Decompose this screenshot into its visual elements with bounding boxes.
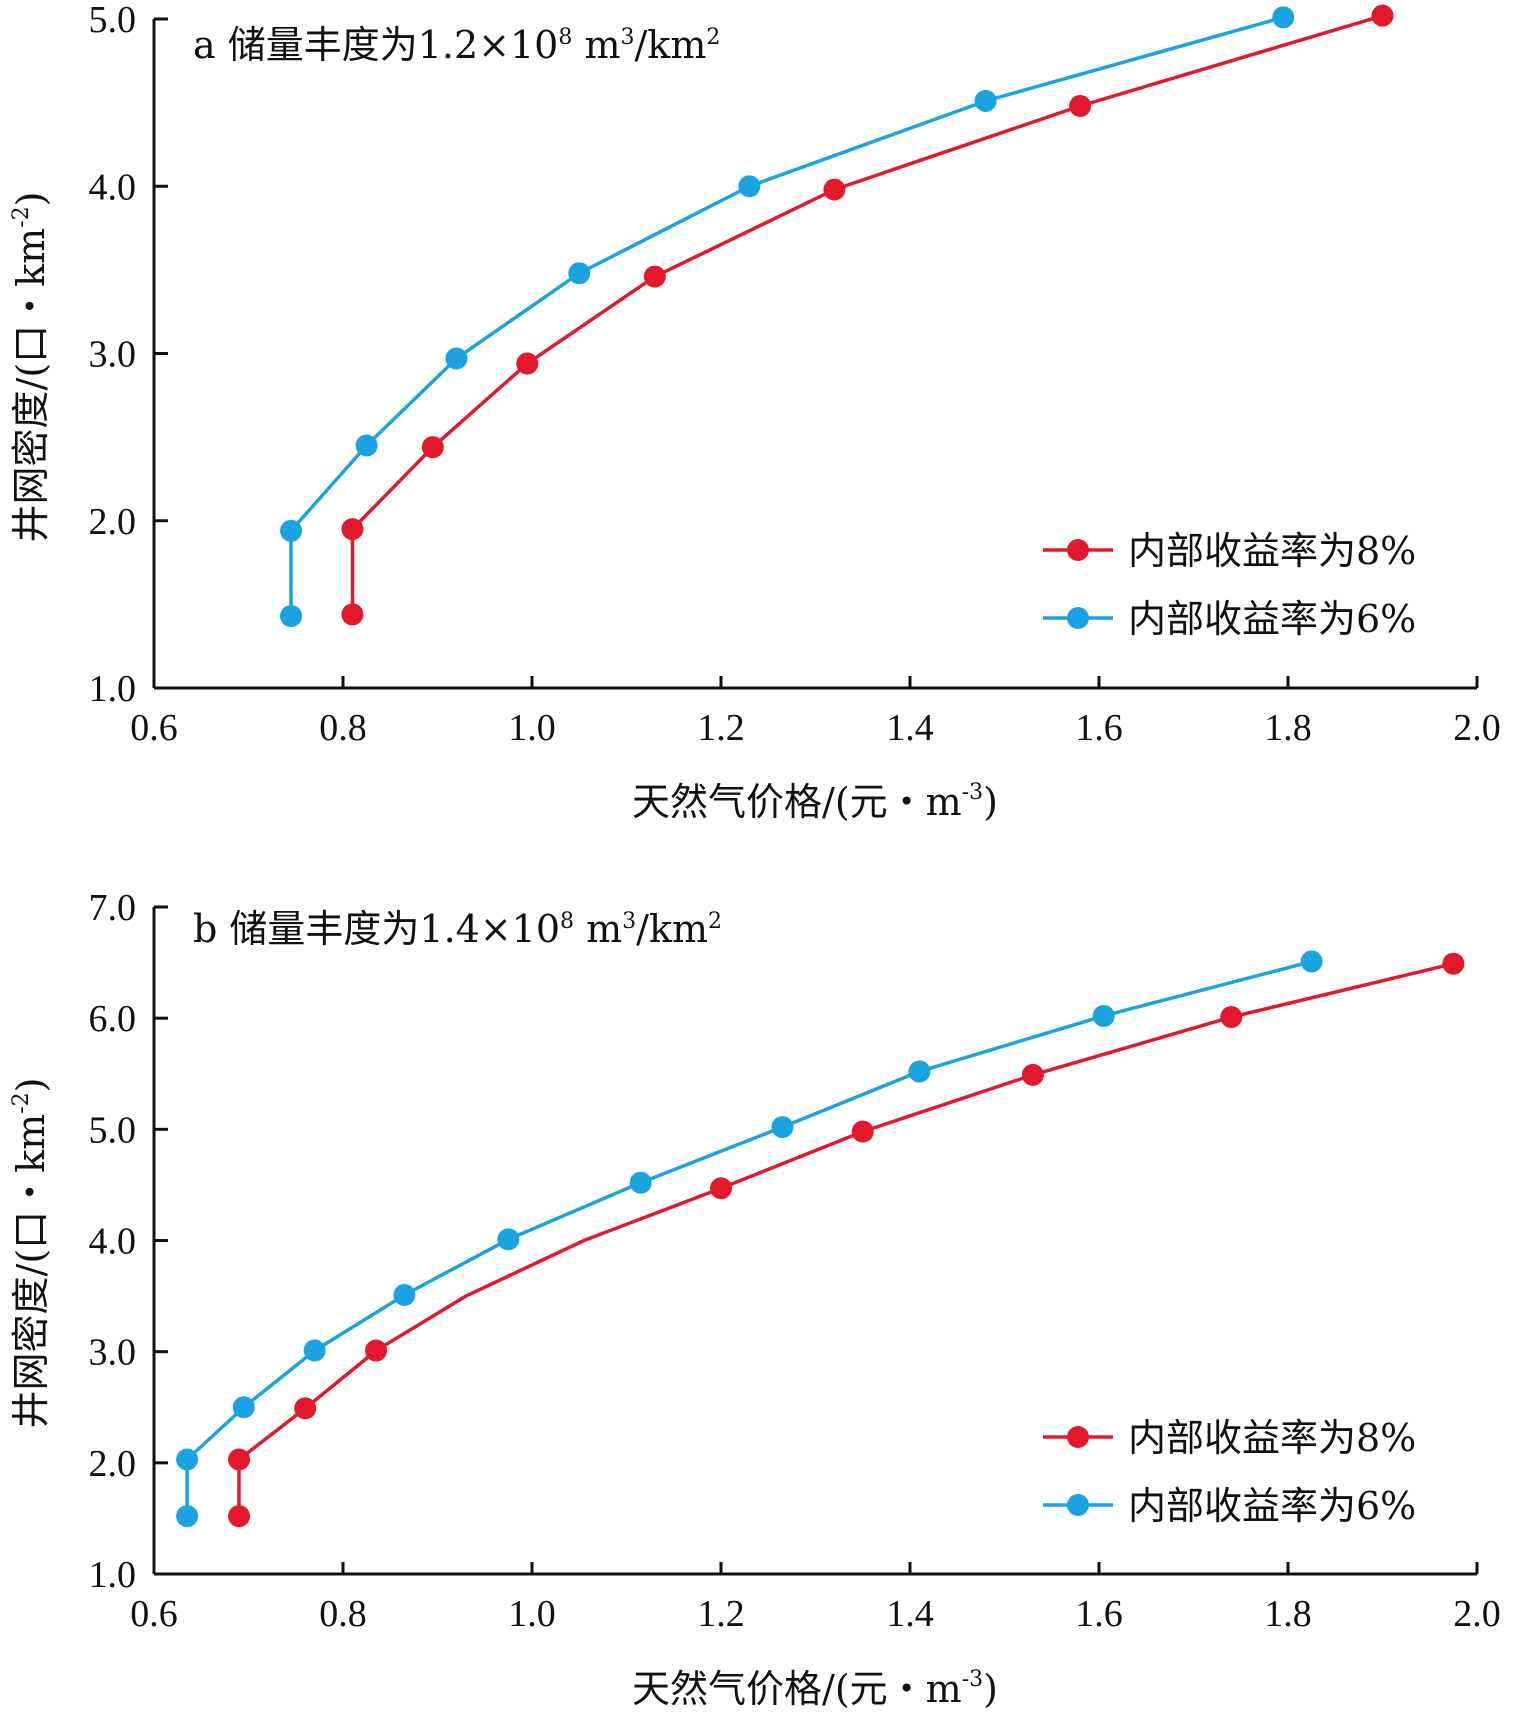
y-axis-title-a: 井网密度/(口・km-2) <box>9 192 53 543</box>
axes-b: 0.6 0.8 1.0 1.2 1.4 1.6 1.8 2.0 1.0 2.0 3.0 4.0 5.0 6… <box>89 887 1501 1635</box>
data-point <box>294 1397 317 1420</box>
chart-title-b: b 储量丰度为1.4×108 m3/km2 <box>193 907 722 951</box>
data-point <box>851 1120 874 1143</box>
axes-a: 0.6 0.8 1.0 1.2 1.4 1.6 1.8 2.0 1.0 2.0 3.0 4.0 5.0 <box>89 0 1501 749</box>
plot-area-a <box>280 4 1394 628</box>
y-tick-label: 4.0 <box>89 166 137 208</box>
series-line-irr-8 <box>237 961 1454 1517</box>
data-point <box>365 1339 388 1362</box>
data-point <box>445 347 468 370</box>
x-axis-title-b: 天然气价格/(元・m-3) <box>632 1667 998 1711</box>
y-tick-label: 5.0 <box>89 0 137 41</box>
x-tick-label: 1.4 <box>886 1593 934 1635</box>
data-point <box>771 1116 794 1139</box>
data-point <box>280 519 303 542</box>
data-point <box>232 1396 255 1419</box>
data-point <box>1092 1004 1115 1027</box>
data-point <box>1272 6 1295 29</box>
y-tick-label: 3.0 <box>89 334 137 376</box>
data-point <box>393 1283 416 1306</box>
data-point <box>228 1505 251 1528</box>
legend-marker <box>1067 607 1089 629</box>
chart-panel-a: a 储量丰度为1.2×108 m3/km2 0.6 0.8 1.0 1.2 1.4 1.6… <box>9 0 1501 824</box>
series-line-irr-8 <box>350 14 1384 615</box>
x-tick-label: 1.4 <box>886 707 934 749</box>
data-point <box>355 434 378 457</box>
data-point <box>738 175 761 198</box>
legend-marker <box>1067 539 1089 561</box>
data-point <box>1021 1063 1044 1086</box>
data-point <box>421 436 444 459</box>
series-line-irr-6 <box>289 15 1284 617</box>
chart-panel-b: b 储量丰度为1.4×108 m3/km2 0.6 0.8 1.0 1.2 1.4 1.6… <box>9 887 1501 1711</box>
x-tick-label: 0.6 <box>130 707 178 749</box>
x-tick-label: 2.0 <box>1453 707 1501 749</box>
data-point <box>629 1171 652 1194</box>
y-axis-title-b: 井网密度/(口・km-2) <box>9 1078 53 1429</box>
x-tick-label: 1.2 <box>697 1593 745 1635</box>
data-point <box>341 518 364 541</box>
legend-label: 内部收益率为6% <box>1128 597 1416 641</box>
data-point <box>228 1448 251 1471</box>
data-point <box>303 1339 326 1362</box>
data-point <box>568 262 591 285</box>
y-tick-label: 1.0 <box>89 668 137 710</box>
y-tick-label: 7.0 <box>89 887 137 929</box>
x-tick-label: 1.2 <box>697 707 745 749</box>
y-tick-label: 1.0 <box>89 1554 137 1596</box>
legend-label: 内部收益率为8% <box>1128 1416 1416 1460</box>
x-tick-label: 1.0 <box>508 1593 556 1635</box>
data-point <box>341 603 364 626</box>
x-tick-label: 1.6 <box>1075 1593 1123 1635</box>
legend-marker <box>1067 1494 1089 1516</box>
data-point <box>974 89 997 112</box>
data-point <box>497 1228 520 1251</box>
x-tick-label: 0.8 <box>319 707 367 749</box>
x-axis-title-a: 天然气价格/(元・m-3) <box>632 780 998 824</box>
data-point <box>1069 94 1092 117</box>
y-tick-label: 6.0 <box>89 998 137 1040</box>
legend-label: 内部收益率为6% <box>1128 1484 1416 1528</box>
legend-label: 内部收益率为8% <box>1128 529 1416 573</box>
y-tick-label: 4.0 <box>89 1221 137 1263</box>
x-tick-label: 1.6 <box>1075 707 1123 749</box>
data-point <box>176 1448 199 1471</box>
y-tick-label: 5.0 <box>89 1109 137 1151</box>
data-point <box>1371 4 1394 27</box>
chart-title-a: a 储量丰度为1.2×108 m3/km2 <box>193 23 720 67</box>
x-tick-label: 2.0 <box>1453 1593 1501 1635</box>
data-point <box>1442 952 1465 975</box>
legend-marker <box>1067 1426 1089 1448</box>
data-point <box>1300 950 1323 973</box>
y-tick-label: 3.0 <box>89 1332 137 1374</box>
x-tick-label: 1.8 <box>1264 707 1312 749</box>
data-point <box>823 178 846 201</box>
data-point <box>516 352 539 375</box>
legend-a: 内部收益率为8% 内部收益率为6% <box>1043 529 1416 641</box>
x-tick-label: 1.8 <box>1264 1593 1312 1635</box>
data-point <box>280 605 303 628</box>
y-tick-label: 2.0 <box>89 1443 137 1485</box>
x-tick-label: 0.8 <box>319 1593 367 1635</box>
x-tick-label: 0.6 <box>130 1593 178 1635</box>
plot-area-b <box>176 950 1465 1528</box>
data-point <box>710 1177 732 1200</box>
data-point <box>176 1505 199 1528</box>
data-point <box>643 265 666 288</box>
legend-b: 内部收益率为8% 内部收益率为6% <box>1043 1416 1416 1528</box>
y-tick-label: 2.0 <box>89 501 137 543</box>
data-point <box>1220 1006 1243 1029</box>
x-tick-label: 1.0 <box>508 707 556 749</box>
data-point <box>908 1060 931 1083</box>
